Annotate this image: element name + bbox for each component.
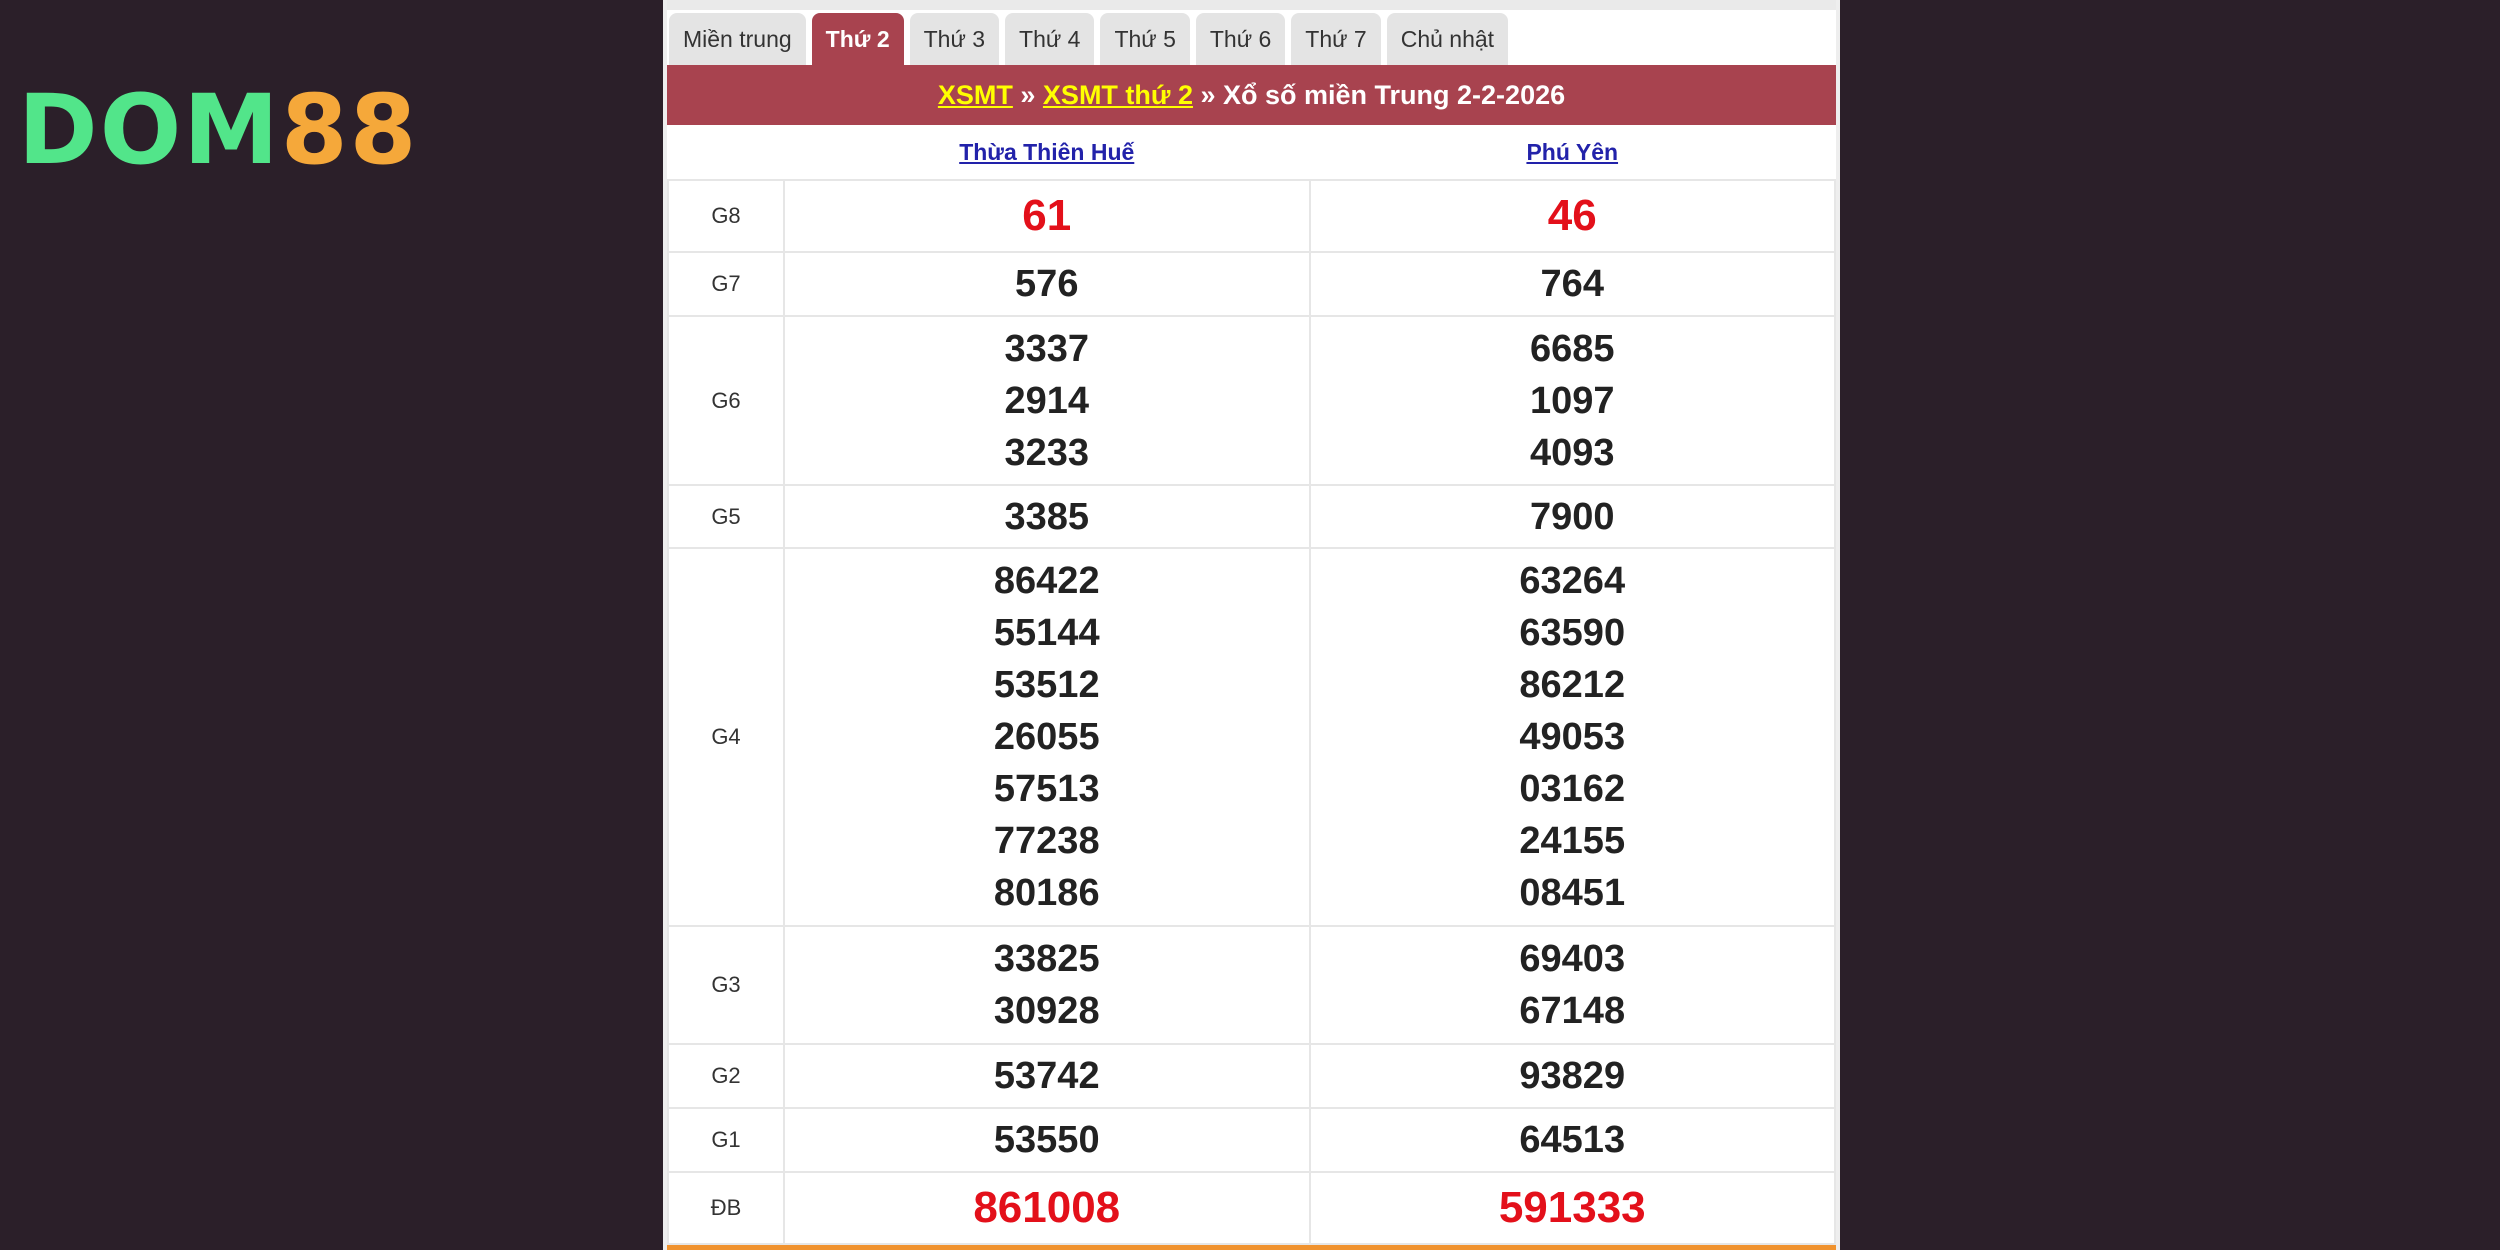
prize-number: 77238 [993,820,1100,862]
bottom-bar [667,1245,1836,1250]
prize-number: 4093 [1529,431,1615,474]
prize-number: 93829 [1519,1055,1626,1097]
page-title: Xổ số miền Trung 2-2-2026 [1223,80,1566,110]
prize-cell: 576 [783,251,1311,317]
prize-row-G5: G5 3385 7900 [667,484,1836,549]
province-link[interactable]: Thừa Thiên Huế [959,138,1135,165]
prize-cell: 53550 [783,1107,1311,1173]
prize-number: 46 [1547,191,1597,240]
prize-cell: 93829 [1308,1043,1836,1109]
prize-number: 764 [1540,263,1604,305]
prize-cell: 7900 [1308,484,1836,549]
prize-number: 69403 [1519,938,1626,980]
breadcrumb-xsmt-link[interactable]: XSMT [937,80,1013,110]
tab-6[interactable]: Thứ 7 [1291,13,1381,65]
province-row: Thừa Thiên Huế Phú Yên [668,125,1835,181]
prize-number: 861008 [973,1183,1121,1232]
dom88-logo: DOM88 [18,74,419,186]
prize-cell: 764 [1308,251,1836,317]
prize-number: 3233 [1004,431,1090,474]
prize-row-G2: G2 53742 93829 [667,1043,1836,1109]
prize-number: 80186 [993,872,1100,914]
prize-cell: 46 [1308,179,1836,253]
prize-number: 1097 [1529,379,1615,422]
tab-0[interactable]: Miền trung [669,13,806,65]
tab-4[interactable]: Thứ 5 [1100,13,1190,65]
prize-row-G3: G3 33825 30928 69403 67148 [667,925,1836,1045]
prize-label: G6 [667,315,785,486]
prize-cell: 86422 55144 53512 26055 57513 77238 80186 [783,547,1311,927]
breadcrumb: XSMT » XSMT thứ 2 » Xổ số miền Trung 2-2… [667,65,1836,125]
prize-number: 53512 [993,664,1100,706]
prize-label: G2 [667,1043,785,1109]
prize-label: G1 [667,1107,785,1173]
prize-number: 6685 [1529,327,1615,370]
prize-number: 2914 [1004,379,1090,422]
prize-cell: 861008 [783,1171,1311,1245]
prize-number: 57513 [993,768,1100,810]
tab-3[interactable]: Thứ 4 [1005,13,1095,65]
prize-cell: 591333 [1308,1171,1836,1245]
day-tabs: Miền trung Thứ 2 Thứ 3 Thứ 4 Thứ 5 Thứ 6 Thứ 7… [667,10,1836,65]
prize-number: 08451 [1519,872,1626,914]
prize-number: 03162 [1519,768,1626,810]
prize-cell: 53742 [783,1043,1311,1109]
prize-label: G8 [667,179,785,253]
prize-row-G1: G1 53550 64513 [667,1107,1836,1173]
prize-number: 86422 [993,560,1100,602]
prize-label: ĐB [667,1171,785,1245]
prize-number: 67148 [1519,990,1626,1032]
prize-number: 7900 [1529,495,1615,538]
prize-cell: 63264 63590 86212 49053 03162 24155 08451 [1308,547,1836,927]
prize-number: 591333 [1498,1183,1646,1232]
prize-number: 26055 [993,716,1100,758]
prize-number: 64513 [1519,1119,1626,1161]
breadcrumb-xsmt-thu2-link[interactable]: XSMT thứ 2 [1042,80,1193,110]
prize-number: 53550 [993,1119,1100,1161]
prize-number: 53742 [993,1055,1100,1097]
prize-number: 55144 [993,612,1100,654]
prize-label: G4 [667,547,785,927]
tab-2[interactable]: Thứ 3 [909,13,1000,65]
prize-row-G6: G6 3337 2914 3233 6685 1097 4093 [667,315,1836,486]
prize-label: G5 [667,484,785,549]
prize-row-G4: G4 86422 55144 53512 26055 57513 77238 80186 632… [667,547,1836,927]
prize-cell: 3385 [783,484,1311,549]
results-table: Thừa Thiên Huế Phú Yên G8 61 46 G7 576 764 G6 3… [667,125,1836,1245]
prize-number: 30928 [993,990,1100,1032]
prize-number: 33825 [993,938,1100,980]
prize-number: 24155 [1519,820,1626,862]
prize-label: G3 [667,925,785,1045]
prize-cell: 6685 1097 4093 [1308,315,1836,486]
prize-number: 576 [1015,263,1079,305]
prize-cell: 3337 2914 3233 [783,315,1311,486]
prize-label: G7 [667,251,785,317]
prize-number: 3337 [1004,327,1090,370]
prize-number: 61 [1022,191,1072,240]
prize-number: 3385 [1004,495,1090,538]
prize-cell: 69403 67148 [1308,925,1836,1045]
results-panel: Miền trung Thứ 2 Thứ 3 Thứ 4 Thứ 5 Thứ 6 Thứ 7… [663,0,1840,1250]
prize-cell: 33825 30928 [783,925,1311,1045]
province-link[interactable]: Phú Yên [1526,138,1619,165]
prize-row-G7: G7 576 764 [667,251,1836,317]
prize-number: 86212 [1519,664,1626,706]
prize-row-ĐB: ĐB 861008 591333 [667,1171,1836,1245]
tab-5[interactable]: Thứ 6 [1195,13,1286,65]
prize-cell: 61 [783,179,1311,253]
tab-7[interactable]: Chủ nhật [1386,13,1509,65]
prize-cell: 64513 [1308,1107,1836,1173]
prize-number: 63590 [1519,612,1626,654]
tab-1[interactable]: Thứ 2 [811,13,904,65]
prize-number: 49053 [1519,716,1626,758]
prize-number: 63264 [1519,560,1626,602]
prize-row-G8: G8 61 46 [667,179,1836,253]
